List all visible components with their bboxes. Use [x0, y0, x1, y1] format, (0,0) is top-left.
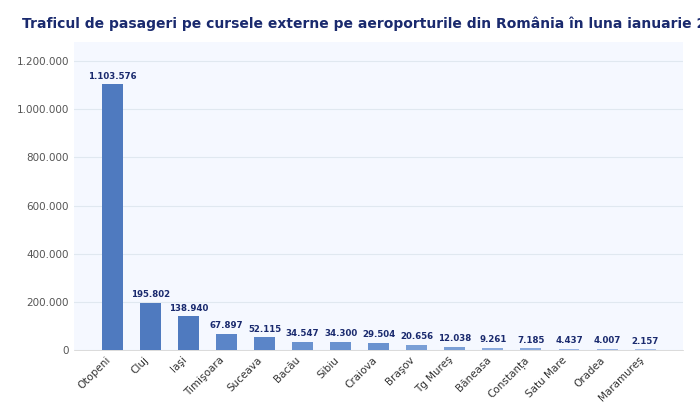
- Text: 34.300: 34.300: [324, 329, 357, 338]
- Bar: [292, 341, 313, 350]
- Bar: [330, 341, 351, 350]
- Bar: [254, 337, 275, 350]
- Text: 1.103.576: 1.103.576: [88, 72, 136, 81]
- Title: Traficul de pasageri pe cursele externe pe aeroporturile din România în luna ian: Traficul de pasageri pe cursele externe …: [22, 17, 700, 31]
- Bar: [216, 333, 237, 350]
- Text: 12.038: 12.038: [438, 334, 471, 344]
- Text: 7.185: 7.185: [517, 336, 545, 344]
- Bar: [140, 303, 161, 350]
- Bar: [368, 343, 389, 350]
- Bar: [596, 349, 617, 350]
- Bar: [482, 348, 503, 350]
- Text: 138.940: 138.940: [169, 304, 208, 313]
- Bar: [406, 345, 427, 350]
- Text: 2.157: 2.157: [631, 337, 659, 346]
- Text: 195.802: 195.802: [131, 290, 170, 299]
- Text: 20.656: 20.656: [400, 332, 433, 341]
- Bar: [444, 347, 466, 350]
- Bar: [635, 349, 656, 350]
- Text: 52.115: 52.115: [248, 325, 281, 334]
- Bar: [178, 316, 199, 350]
- Text: 29.504: 29.504: [362, 330, 396, 339]
- Text: 67.897: 67.897: [209, 321, 243, 330]
- Text: 4.437: 4.437: [555, 336, 583, 345]
- Text: 9.261: 9.261: [480, 335, 507, 344]
- Text: 34.547: 34.547: [286, 329, 319, 338]
- Text: 4.007: 4.007: [594, 336, 621, 345]
- Bar: [102, 84, 122, 350]
- Bar: [521, 348, 541, 350]
- Bar: [559, 349, 580, 350]
